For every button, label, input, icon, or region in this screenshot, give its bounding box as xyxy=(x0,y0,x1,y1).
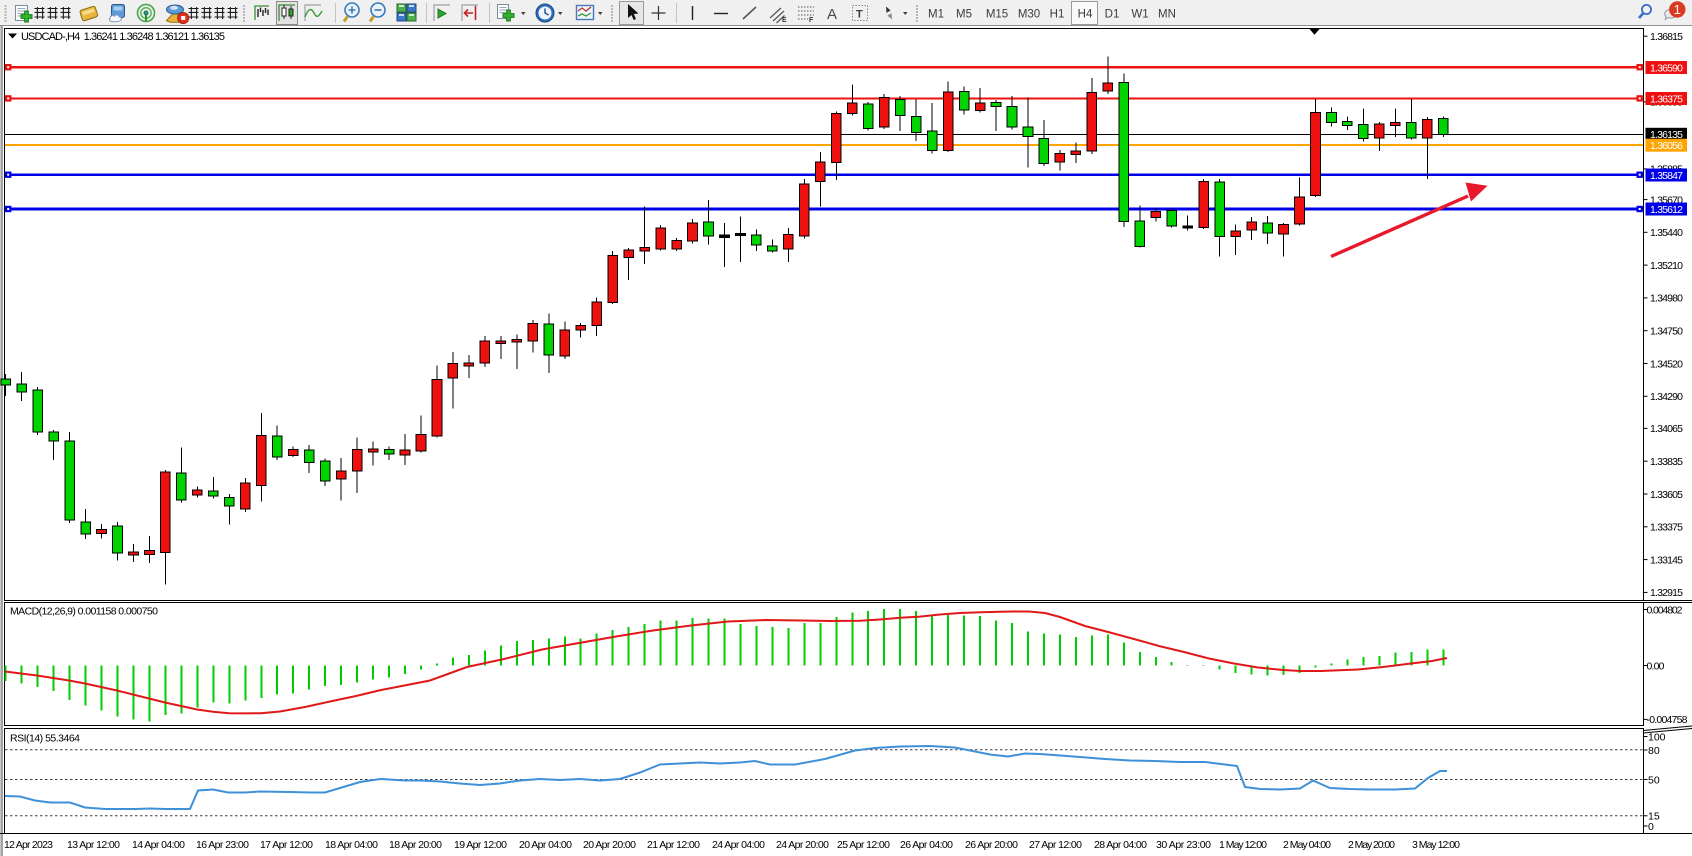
svg-text:18 Apr 04:00: 18 Apr 04:00 xyxy=(325,839,378,851)
svg-text:19 Apr 12:00: 19 Apr 12:00 xyxy=(454,839,507,851)
svg-text:1.35210: 1.35210 xyxy=(1650,260,1683,272)
svg-text:1.33605: 1.33605 xyxy=(1650,489,1683,501)
svg-text:MN: MN xyxy=(1158,9,1176,21)
svg-text:1.34520: 1.34520 xyxy=(1650,358,1683,370)
svg-text:0: 0 xyxy=(1648,821,1654,833)
svg-text:1.35847: 1.35847 xyxy=(1650,170,1683,182)
svg-text:1.34290: 1.34290 xyxy=(1650,391,1683,403)
svg-text:16 Apr 23:00: 16 Apr 23:00 xyxy=(196,839,249,851)
svg-text:USDCAD-,H4 1.36241 1.36248 1.: USDCAD-,H4 1.36241 1.36248 1.36121 1.361… xyxy=(21,31,225,43)
svg-text:D1: D1 xyxy=(1105,9,1120,21)
svg-text:M30: M30 xyxy=(1018,9,1040,21)
svg-text:25 Apr 12:00: 25 Apr 12:00 xyxy=(837,839,890,851)
svg-text:20 Apr 04:00: 20 Apr 04:00 xyxy=(519,839,572,851)
svg-text:14 Apr 04:00: 14 Apr 04:00 xyxy=(132,839,185,851)
svg-text:1.33835: 1.33835 xyxy=(1650,456,1683,468)
svg-text:1: 1 xyxy=(1674,2,1681,17)
svg-text:30 Apr 23:00: 30 Apr 23:00 xyxy=(1156,839,1211,851)
svg-text:M1: M1 xyxy=(928,9,944,21)
svg-text:28 Apr 04:00: 28 Apr 04:00 xyxy=(1094,839,1147,851)
svg-text:26 Apr 04:00: 26 Apr 04:00 xyxy=(900,839,953,851)
svg-text:26 Apr 20:00: 26 Apr 20:00 xyxy=(965,839,1018,851)
svg-text:2 May 04:00: 2 May 04:00 xyxy=(1283,839,1331,851)
svg-text:18 Apr 20:00: 18 Apr 20:00 xyxy=(389,839,442,851)
svg-text:13 Apr 12:00: 13 Apr 12:00 xyxy=(67,839,120,851)
svg-text:1.36590: 1.36590 xyxy=(1650,62,1683,74)
svg-text:M15: M15 xyxy=(986,9,1008,21)
svg-text:H1: H1 xyxy=(1050,9,1065,21)
svg-text:100: 100 xyxy=(1648,731,1666,743)
svg-text:24 Apr 04:00: 24 Apr 04:00 xyxy=(712,839,765,851)
svg-text:1.35440: 1.35440 xyxy=(1650,227,1683,239)
svg-text:E: E xyxy=(782,17,787,24)
svg-text:M5: M5 xyxy=(956,9,972,21)
svg-text:H4: H4 xyxy=(1078,9,1093,21)
svg-text:1.36815: 1.36815 xyxy=(1650,31,1683,43)
svg-text:17 Apr 12:00: 17 Apr 12:00 xyxy=(260,839,313,851)
svg-text:80: 80 xyxy=(1648,745,1660,757)
svg-text:1.34065: 1.34065 xyxy=(1650,423,1683,435)
svg-text:F: F xyxy=(809,17,814,24)
svg-text:MACD(12,26,9) 0.001158 0.00075: MACD(12,26,9) 0.001158 0.000750 xyxy=(10,606,158,618)
svg-text:12 Apr 2023: 12 Apr 2023 xyxy=(4,839,53,851)
svg-text:T: T xyxy=(856,9,863,21)
svg-text:1.34980: 1.34980 xyxy=(1650,293,1683,305)
svg-text:W1: W1 xyxy=(1131,9,1148,21)
svg-text:A: A xyxy=(827,6,837,23)
svg-text:24 Apr 20:00: 24 Apr 20:00 xyxy=(776,839,829,851)
svg-text:1.34750: 1.34750 xyxy=(1650,326,1683,338)
svg-text:27 Apr 12:00: 27 Apr 12:00 xyxy=(1029,839,1082,851)
svg-text:1.33375: 1.33375 xyxy=(1650,522,1683,534)
svg-text:-0.004758: -0.004758 xyxy=(1647,714,1688,726)
svg-text:20 Apr 20:00: 20 Apr 20:00 xyxy=(583,839,636,851)
svg-text:RSI(14) 55.3464: RSI(14) 55.3464 xyxy=(10,733,80,745)
svg-text:1.36375: 1.36375 xyxy=(1650,93,1683,105)
svg-text:2 May 20:00: 2 May 20:00 xyxy=(1348,839,1395,851)
svg-text:1.36135: 1.36135 xyxy=(1650,129,1683,141)
svg-text:1.33145: 1.33145 xyxy=(1650,554,1683,566)
svg-text:1.32915: 1.32915 xyxy=(1650,587,1683,599)
svg-text:0.00: 0.00 xyxy=(1647,660,1665,672)
svg-text:1.35612: 1.35612 xyxy=(1650,204,1683,216)
svg-text:3 May 12:00: 3 May 12:00 xyxy=(1412,839,1460,851)
svg-text:21 Apr 12:00: 21 Apr 12:00 xyxy=(647,839,700,851)
svg-text:50: 50 xyxy=(1648,774,1660,786)
svg-text:15: 15 xyxy=(1648,811,1660,823)
svg-text:1.36056: 1.36056 xyxy=(1650,140,1683,152)
svg-text:0.004802: 0.004802 xyxy=(1647,604,1683,616)
svg-text:1 May 12:00: 1 May 12:00 xyxy=(1219,839,1267,851)
